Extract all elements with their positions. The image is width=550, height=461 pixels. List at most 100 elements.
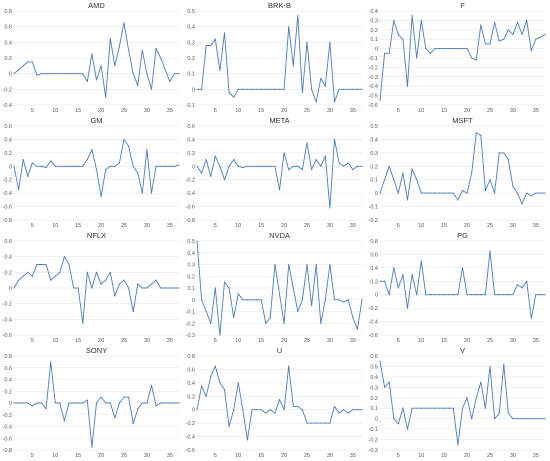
data-point [118,402,121,404]
data-point [438,407,441,409]
data-point [17,279,20,281]
data-point [466,48,468,50]
data-point [493,192,496,194]
y-tick-label: 0.2 [187,274,195,280]
data-point [315,422,317,424]
data-point [13,165,15,167]
data-point [356,328,359,330]
x-tick-label: 35 [350,223,356,229]
data-point [164,165,166,167]
y-tick-label: -0.4 [3,103,12,109]
data-point [516,192,519,194]
data-point [498,294,500,296]
data-point [265,165,267,167]
data-point [425,294,427,296]
y-tick-label: -0.6 [186,205,195,211]
series-line-gm [13,138,180,197]
data-point [160,57,162,59]
x-tick-label: 5 [214,108,217,114]
chart-svg-amd: AMD -0.4 -0.2 0 0.2 0.4 0.6 0.8 5 10 15 20 25 30 35 [3,1,180,114]
x-tick-label: 20 [281,453,287,459]
x-tick-label: 5 [397,338,400,344]
y-tick-label: 0 [375,47,378,53]
chart-svg-sony: SONY -0.8 -0.6 -0.4 -0.2 0 0.2 0.4 0.6 0.8 5 10 15 20… [3,346,180,459]
data-point [246,439,249,441]
data-point [297,15,299,17]
data-point [251,165,253,167]
data-point [352,88,354,90]
y-tick-label: 0 [9,72,12,78]
data-point [219,69,221,72]
data-point [173,165,176,167]
data-point [265,88,267,90]
data-point [123,22,125,24]
data-point [91,287,93,289]
data-point [155,48,157,50]
data-point [535,294,537,296]
data-point [356,409,359,411]
data-point [255,299,258,301]
data-point [132,165,134,167]
data-point [200,172,203,174]
data-point [475,294,477,296]
data-point [288,26,290,28]
data-point [27,271,29,273]
data-point [82,402,84,404]
data-point [320,422,322,424]
data-point [388,52,390,54]
data-point [59,165,61,167]
data-point [72,73,75,75]
chart-panel-nvda: NVDA -0.3 -0.2 -0.1 0 0.1 0.2 0.3 0.4 0.5 5 10 15 20 2… [183,230,366,345]
x-tick-label: 25 [487,223,493,229]
data-point [260,165,262,167]
data-point [333,405,336,407]
data-point [393,267,395,269]
y-tick-label: -0.3 [369,75,378,81]
data-point [461,267,464,269]
data-point [141,49,143,51]
data-point [242,299,244,301]
data-point [105,96,107,98]
data-point [288,365,290,367]
y-tick-label: 0.6 [187,124,195,130]
chart-panel-pg: PG -0.6 -0.4 -0.2 0 0.2 0.4 0.6 0.8 5 10 15 20 25 30 35 [366,230,549,345]
data-point [155,165,157,167]
data-point [242,167,244,169]
data-point [246,299,249,301]
data-point [512,418,514,420]
data-point [237,88,239,90]
x-tick-label: 10 [235,108,241,114]
data-point [127,287,130,289]
data-point [503,294,505,296]
data-point [347,299,349,301]
y-tick-label: -0.4 [3,317,12,323]
data-point [516,284,519,286]
y-tick-label: -0.2 [3,302,12,308]
data-point [484,43,487,45]
data-point [489,43,491,45]
data-point [118,283,121,285]
data-point [347,412,349,414]
data-point [109,271,111,273]
data-point [420,407,422,409]
chart-panel-meta: META -0.8 -0.6 -0.4 -0.2 0 0.2 0.4 0.6 5 10 15 20 25 3… [183,115,366,230]
data-point [45,167,47,169]
data-point [205,158,207,161]
data-point [242,88,244,90]
chart-panel-v: V -0.3 -0.2 -0.1 0 0.1 0.2 0.3 0.4 0.5 0.6 5 10 15 20 2… [366,345,549,460]
data-point [438,192,441,194]
x-tick-label: 10 [52,223,58,229]
data-point [297,165,299,167]
x-tick-label: 25 [304,338,310,344]
y-tick-label: 0 [9,286,12,292]
data-point [324,85,326,87]
data-point [521,33,523,36]
data-point [416,407,418,409]
data-point [86,399,88,401]
y-tick-label: -0.2 [3,413,12,419]
y-tick-label: -0.4 [186,435,195,441]
data-point [196,88,198,90]
y-tick-label: -0.6 [3,333,12,339]
data-point [127,145,130,147]
x-tick-label: 30 [510,223,516,229]
